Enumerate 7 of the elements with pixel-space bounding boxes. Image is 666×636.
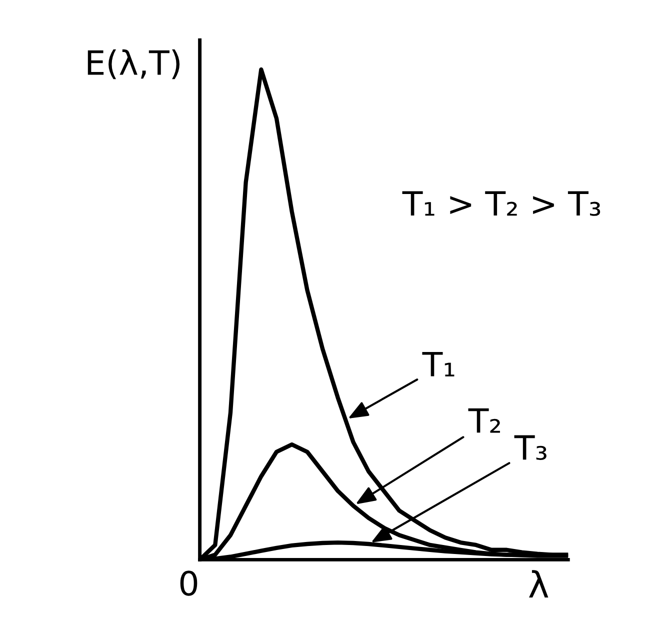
annotation: T₁ > T₂ > T₃ xyxy=(402,191,600,216)
text: T₁ xyxy=(422,352,454,376)
x-axis-title: λ xyxy=(529,570,548,598)
y-axis-title: E(λ,T) xyxy=(88,49,180,80)
text: 0 xyxy=(180,570,198,596)
legend-label: T₃ xyxy=(514,435,546,460)
legend-label: T₂ xyxy=(468,408,500,433)
